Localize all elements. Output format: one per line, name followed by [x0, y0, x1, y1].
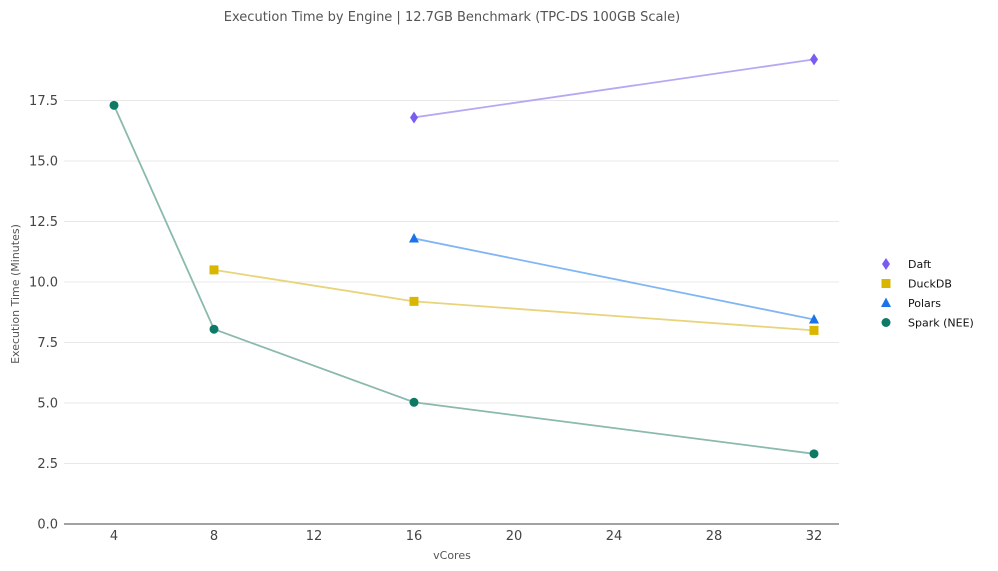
- data-point-duckdb: [409, 296, 419, 306]
- x-axis-label: vCores: [433, 549, 471, 562]
- data-point-spark-nee: [409, 397, 419, 407]
- y-tick-label: 12.5: [29, 215, 58, 230]
- series-daft: [410, 53, 818, 124]
- x-tick-label: 4: [110, 529, 118, 544]
- legend-label-duckdb: DuckDB: [908, 278, 952, 291]
- data-point-polars: [409, 232, 419, 243]
- x-tick-label: 8: [210, 529, 218, 544]
- series-line-daft: [413, 58, 815, 119]
- legend-label-spark-nee: Spark (NEE): [908, 317, 974, 330]
- data-point-spark-nee: [109, 100, 119, 110]
- x-tick-label: 32: [806, 529, 823, 544]
- x-tick-label: 16: [406, 529, 423, 544]
- y-tick-label: 5.0: [37, 397, 58, 412]
- series-spark-nee: [109, 100, 819, 459]
- x-tick-label: 24: [606, 529, 623, 544]
- data-point-duckdb: [809, 325, 819, 335]
- data-point-daft: [410, 111, 418, 124]
- y-tick-label: 7.5: [37, 336, 58, 351]
- legend-marker-spark-nee: [881, 318, 891, 327]
- series-duckdb: [209, 265, 819, 335]
- data-point-duckdb: [209, 265, 219, 275]
- x-tick-label: 20: [506, 529, 523, 544]
- x-tick-label: 12: [306, 529, 323, 544]
- legend: Daft DuckDB Polars Spark (NEE): [881, 258, 974, 330]
- data-point-daft: [810, 53, 818, 66]
- legend-item-daft: Daft: [882, 258, 932, 271]
- legend-label-daft: Daft: [908, 258, 932, 271]
- x-ticks: 4 8 12 16 20 24 28 32: [110, 529, 822, 544]
- x-tick-label: 28: [706, 529, 723, 544]
- series-line-polars: [413, 237, 815, 321]
- legend-label-polars: Polars: [908, 297, 941, 310]
- y-tick-label: 15.0: [29, 155, 58, 170]
- y-axis-label: Execution Time (Minutes): [9, 224, 22, 364]
- y-tick-label: 17.5: [29, 94, 58, 109]
- y-tick-label: 10.0: [29, 276, 58, 291]
- y-tick-label: 2.5: [37, 457, 58, 472]
- legend-item-duckdb: DuckDB: [881, 278, 952, 291]
- grid-layer: [64, 100, 839, 464]
- y-tick-label: 0.0: [37, 518, 58, 533]
- data-point-spark-nee: [209, 324, 219, 334]
- chart-title: Execution Time by Engine | 12.7GB Benchm…: [224, 10, 680, 25]
- legend-marker-polars: [881, 297, 891, 307]
- data-point-polars: [809, 314, 819, 324]
- series-layer: [109, 53, 819, 459]
- series-line-duckdb: [213, 269, 815, 332]
- data-point-spark-nee: [809, 449, 819, 459]
- y-ticks: 0.0 2.5 5.0 7.5 10.0 12.5 15.0 17.5: [29, 94, 58, 533]
- legend-item-polars: Polars: [881, 297, 941, 310]
- legend-marker-daft: [882, 258, 890, 270]
- series-polars: [409, 232, 819, 324]
- legend-item-spark-nee: Spark (NEE): [881, 317, 974, 330]
- legend-marker-duckdb: [881, 279, 891, 288]
- series-line-spark-nee: [113, 104, 815, 455]
